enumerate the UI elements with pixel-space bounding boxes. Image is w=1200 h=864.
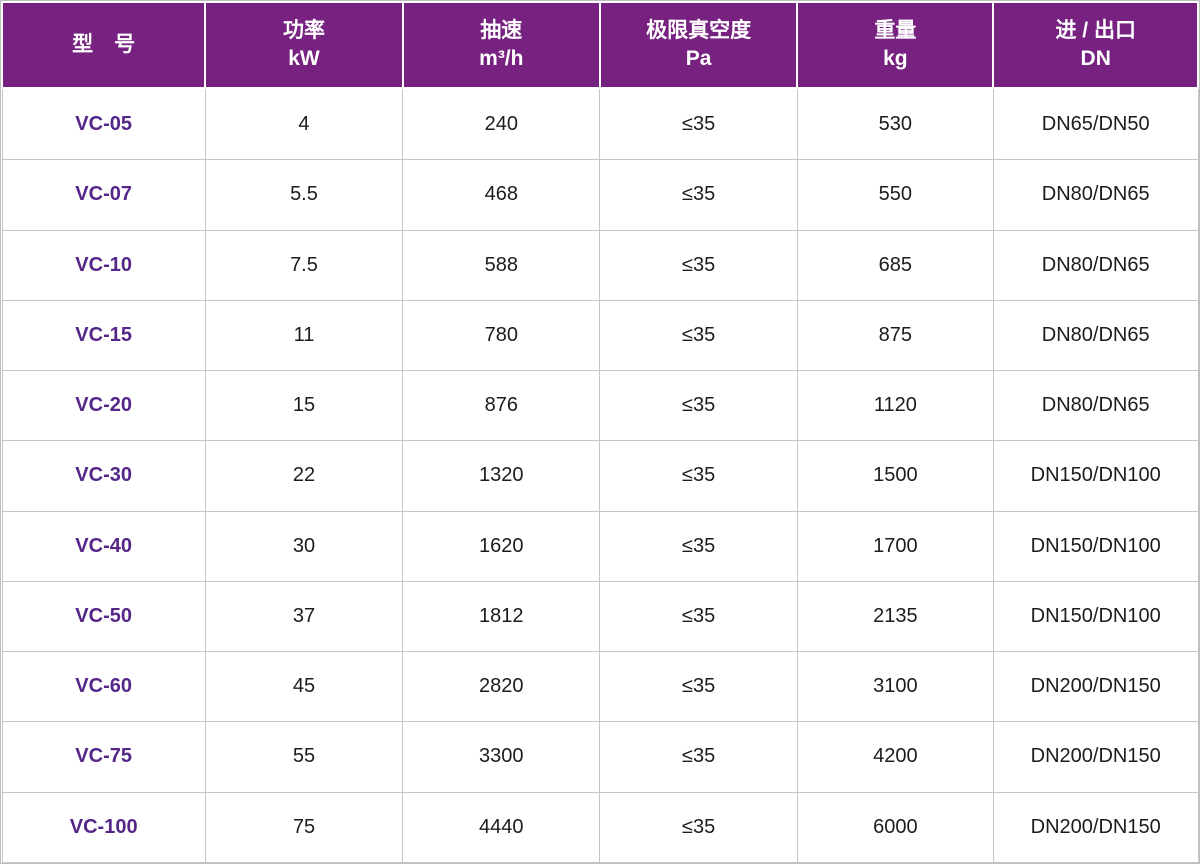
table-row: VC-75 55 3300 ≤35 4200 DN200/DN150 bbox=[1, 721, 1199, 793]
model-cell: VC-05 bbox=[1, 87, 206, 161]
power-cell: 11 bbox=[204, 299, 404, 372]
model-cell: VC-07 bbox=[1, 159, 206, 231]
weight-cell: 4200 bbox=[796, 721, 994, 793]
header-title-vacuum: 极限真空度 bbox=[646, 18, 752, 42]
power-cell: 5.5 bbox=[204, 159, 404, 231]
vacuum-cell: ≤35 bbox=[599, 510, 798, 582]
table-body: VC-05 4 240 ≤35 530 DN65/DN50 VC-07 5.5 468 ≤35 55… bbox=[1, 87, 1199, 864]
power-cell: 15 bbox=[204, 370, 404, 442]
speed-cell: 468 bbox=[402, 159, 601, 231]
power-cell: 37 bbox=[204, 580, 404, 653]
speed-cell: 588 bbox=[402, 229, 601, 301]
header-cell-power: 功率 kW bbox=[204, 1, 404, 89]
table-row: VC-60 45 2820 ≤35 3100 DN200/DN150 bbox=[1, 651, 1199, 723]
table-row: VC-15 11 780 ≤35 875 DN80/DN65 bbox=[1, 299, 1199, 372]
header-row: 型 号 功率 kW 抽速 m³/h 极限真空度 Pa 重量 kg 进 / 出口 DN bbox=[0, 1, 1199, 89]
ports-cell: DN200/DN150 bbox=[992, 791, 1199, 864]
power-cell: 30 bbox=[204, 510, 404, 582]
table-row: VC-05 4 240 ≤35 530 DN65/DN50 bbox=[1, 87, 1199, 161]
weight-cell: 550 bbox=[796, 159, 994, 231]
table-row: VC-07 5.5 468 ≤35 550 DN80/DN65 bbox=[1, 159, 1199, 231]
table-row: VC-50 37 1812 ≤35 2135 DN150/DN100 bbox=[1, 580, 1199, 653]
header-cell-vacuum: 极限真空度 Pa bbox=[598, 1, 799, 89]
power-cell: 4 bbox=[204, 87, 404, 161]
ports-cell: DN200/DN150 bbox=[992, 721, 1199, 793]
speed-cell: 4440 bbox=[402, 791, 601, 864]
ports-cell: DN80/DN65 bbox=[992, 299, 1199, 372]
ports-cell: DN150/DN100 bbox=[992, 510, 1199, 582]
header-unit-vacuum: Pa bbox=[685, 47, 712, 70]
weight-cell: 530 bbox=[796, 87, 994, 161]
header-unit-power: kW bbox=[288, 47, 320, 70]
model-cell: VC-75 bbox=[1, 721, 206, 793]
weight-cell: 1500 bbox=[796, 440, 994, 512]
power-cell: 45 bbox=[204, 651, 404, 723]
weight-cell: 1700 bbox=[796, 510, 994, 582]
power-cell: 22 bbox=[204, 440, 404, 512]
table-row: VC-100 75 4440 ≤35 6000 DN200/DN150 bbox=[1, 791, 1199, 864]
model-cell: VC-60 bbox=[1, 651, 206, 723]
vacuum-cell: ≤35 bbox=[599, 791, 798, 864]
weight-cell: 685 bbox=[796, 229, 994, 301]
model-cell: VC-20 bbox=[1, 370, 206, 442]
speed-cell: 1812 bbox=[402, 580, 601, 653]
model-cell: VC-100 bbox=[1, 791, 206, 864]
speed-cell: 1620 bbox=[402, 510, 601, 582]
vacuum-cell: ≤35 bbox=[599, 370, 798, 442]
model-cell: VC-50 bbox=[1, 580, 206, 653]
header-cell-ports: 进 / 出口 DN bbox=[992, 1, 1199, 89]
header-title-ports: 进 / 出口 bbox=[1055, 18, 1136, 42]
ports-cell: DN80/DN65 bbox=[992, 229, 1199, 301]
model-cell: VC-10 bbox=[1, 229, 206, 301]
header-cell-weight: 重量 kg bbox=[796, 1, 995, 89]
header-cell-speed: 抽速 m³/h bbox=[401, 1, 601, 89]
table-row: VC-10 7.5 588 ≤35 685 DN80/DN65 bbox=[1, 229, 1199, 301]
model-cell: VC-30 bbox=[1, 440, 206, 512]
ports-cell: DN65/DN50 bbox=[992, 87, 1199, 161]
vacuum-cell: ≤35 bbox=[599, 440, 798, 512]
header-unit-speed: m³/h bbox=[479, 47, 524, 70]
power-cell: 75 bbox=[204, 791, 404, 864]
weight-cell: 1120 bbox=[796, 370, 994, 442]
ports-cell: DN200/DN150 bbox=[992, 651, 1199, 723]
header-title-speed: 抽速 bbox=[480, 18, 523, 42]
header-unit-ports: DN bbox=[1080, 47, 1111, 70]
ports-cell: DN150/DN100 bbox=[992, 440, 1199, 512]
speed-cell: 1320 bbox=[402, 440, 601, 512]
speed-cell: 3300 bbox=[402, 721, 601, 793]
model-cell: VC-15 bbox=[1, 299, 206, 372]
vacuum-cell: ≤35 bbox=[599, 299, 798, 372]
table-row: VC-30 22 1320 ≤35 1500 DN150/DN100 bbox=[1, 440, 1199, 512]
ports-cell: DN150/DN100 bbox=[992, 580, 1199, 653]
header-cell-model: 型 号 bbox=[0, 1, 207, 89]
speed-cell: 780 bbox=[402, 299, 601, 372]
vacuum-cell: ≤35 bbox=[599, 87, 798, 161]
weight-cell: 6000 bbox=[796, 791, 994, 864]
ports-cell: DN80/DN65 bbox=[992, 370, 1199, 442]
header-title-power: 功率 bbox=[282, 18, 325, 42]
vacuum-cell: ≤35 bbox=[599, 721, 798, 793]
power-cell: 55 bbox=[204, 721, 404, 793]
weight-cell: 3100 bbox=[796, 651, 994, 723]
speed-cell: 2820 bbox=[402, 651, 601, 723]
table-row: VC-40 30 1620 ≤35 1700 DN150/DN100 bbox=[1, 510, 1199, 582]
speed-cell: 876 bbox=[402, 370, 601, 442]
vacuum-cell: ≤35 bbox=[599, 580, 798, 653]
table-row: VC-20 15 876 ≤35 1120 DN80/DN65 bbox=[1, 370, 1199, 442]
speed-cell: 240 bbox=[402, 87, 601, 161]
header-unit-weight: kg bbox=[883, 47, 908, 70]
model-cell: VC-40 bbox=[1, 510, 206, 582]
vacuum-cell: ≤35 bbox=[599, 229, 798, 301]
power-cell: 7.5 bbox=[204, 229, 404, 301]
vacuum-cell: ≤35 bbox=[599, 159, 798, 231]
weight-cell: 875 bbox=[796, 299, 994, 372]
header-title-weight: 重量 bbox=[874, 18, 917, 42]
header-title-model: 型 号 bbox=[72, 32, 136, 56]
weight-cell: 2135 bbox=[796, 580, 994, 653]
ports-cell: DN80/DN65 bbox=[992, 159, 1199, 231]
vacuum-cell: ≤35 bbox=[599, 651, 798, 723]
